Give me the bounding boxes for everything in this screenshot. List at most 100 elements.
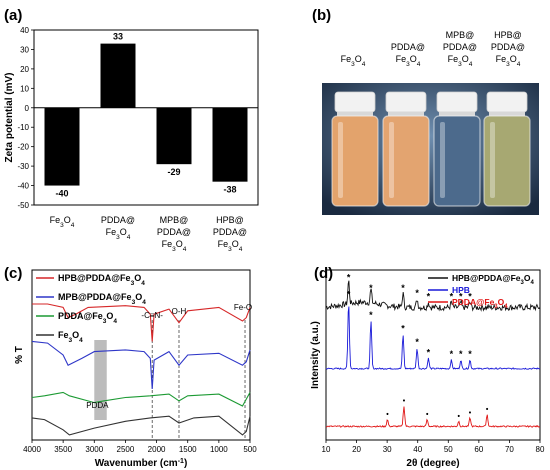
vial-cap <box>334 91 376 113</box>
peak-marker: * <box>347 273 351 283</box>
vial-body <box>433 115 481 207</box>
bar-data-label: 33 <box>113 32 123 42</box>
plot-frame <box>33 29 259 206</box>
x-tick-label: 50 <box>444 445 453 454</box>
vial-label: Fe3O4 <box>341 54 366 68</box>
zeta-potential-bar-chart: -50 -40 -30 -20 -10 0 10 20 30 40 Zeta potential (… <box>4 26 259 253</box>
peak-marker: * <box>450 291 454 301</box>
peak-marker: * <box>427 347 431 357</box>
x-tick-label: 1500 <box>179 445 197 454</box>
category-label: PDDA@ <box>213 227 247 237</box>
peak-annotation: O-H <box>172 307 187 316</box>
peak-marker: • <box>486 407 489 414</box>
x-axis-title: 2θ (degree) <box>406 458 459 469</box>
vial-label: PDDA@ <box>391 42 425 52</box>
bar <box>212 107 248 182</box>
y-tick-label: 40 <box>20 26 29 35</box>
bar <box>156 107 192 165</box>
x-tick-label: 4000 <box>23 445 41 454</box>
legend-label: PDDA@Fe3O4 <box>58 311 117 325</box>
vial-cap <box>436 91 478 113</box>
vial-neck <box>337 112 373 117</box>
ftir-series-line <box>32 303 251 342</box>
y-tick-label: -40 <box>17 182 29 191</box>
y-axis-title: % T <box>14 346 25 364</box>
x-axis-title: Wavenumber (cm-1) <box>95 458 188 470</box>
vial-neck <box>388 112 424 117</box>
x-tick-label: 2000 <box>148 445 166 454</box>
x-tick-label: 40 <box>413 445 422 454</box>
y-tick-label: -10 <box>17 123 29 132</box>
pdda-band-shading <box>94 340 107 420</box>
x-tick-label: 60 <box>474 445 483 454</box>
ftir-series-line <box>31 415 251 436</box>
y-tick-label: 20 <box>20 65 29 74</box>
peak-marker: * <box>415 288 419 298</box>
bar-data-label: -29 <box>167 167 180 177</box>
vial-label: PDDA@ <box>491 42 525 52</box>
vial-cap <box>486 91 528 113</box>
peak-marker: • <box>469 410 472 417</box>
peak-marker: • <box>457 413 460 420</box>
category-label: Fe3O4 <box>162 239 187 253</box>
x-tick-label: 3000 <box>85 445 103 454</box>
peak-marker: * <box>468 349 472 359</box>
peak-marker: * <box>401 324 405 334</box>
legend-label: HPB@PDDA@Fe3O4 <box>452 273 535 286</box>
vial-label: Fe3O4 <box>396 54 421 68</box>
vial-cap <box>385 91 427 113</box>
bar-data-label: -38 <box>223 185 236 195</box>
x-tick-label: 10 <box>322 445 331 454</box>
category-label: MPB@ <box>160 215 189 225</box>
panel-label-d: (d) <box>314 265 333 282</box>
ftir-spectra-chart: -C≡N- O-H Fe-O PDDA HPB@PDDA@Fe3O4 MPB@PDDA@F… <box>14 269 257 470</box>
peak-marker: * <box>427 291 431 301</box>
vial-body <box>483 115 531 207</box>
x-tick-label: 3500 <box>54 445 72 454</box>
y-tick-label: 10 <box>20 84 29 93</box>
peak-marker: • <box>386 412 389 419</box>
plot-frame <box>31 269 251 441</box>
x-tick-label: 500 <box>243 445 257 454</box>
peak-marker: * <box>369 283 373 293</box>
peak-marker: * <box>369 310 373 320</box>
panel-label-c: (c) <box>4 265 22 282</box>
x-tick-label: 80 <box>536 445 545 454</box>
vial-label: MPB@ <box>446 30 475 40</box>
peak-marker: • <box>403 398 406 405</box>
vial-highlight <box>440 122 445 198</box>
y-tick-label: -20 <box>17 143 29 152</box>
category-label: Fe3O4 <box>218 239 243 253</box>
x-tick-label: 30 <box>383 445 392 454</box>
ftir-series-line <box>31 340 251 390</box>
category-label: PDDA@ <box>101 215 135 225</box>
legend-label: HPB <box>452 285 470 295</box>
x-tick-label: 1000 <box>210 445 228 454</box>
peak-annotation: -C≡N- <box>141 311 163 320</box>
peak-marker: • <box>426 412 429 419</box>
y-tick-label: 30 <box>20 45 29 54</box>
peak-annotation: Fe-O <box>234 303 252 312</box>
vial-neck <box>489 112 525 117</box>
xrd-series-line <box>325 280 541 312</box>
vial-highlight <box>338 122 343 198</box>
vial-highlight <box>389 122 394 198</box>
peak-marker: * <box>401 283 405 293</box>
vial-label: HPB@ <box>494 30 522 40</box>
x-tick-label: 2500 <box>117 445 135 454</box>
peak-marker: * <box>459 349 463 359</box>
legend-label: PDDA@Fe3O4 <box>452 297 508 310</box>
y-tick-label: -50 <box>17 201 29 210</box>
panel-label-a: (a) <box>4 7 22 24</box>
y-tick-label: 0 <box>25 104 30 113</box>
vial-label: Fe3O4 <box>496 54 521 68</box>
vial-body <box>382 115 430 207</box>
y-tick-label: -30 <box>17 162 29 171</box>
plot-frame <box>325 269 541 441</box>
category-label: Fe3O4 <box>50 215 75 229</box>
vial-highlight <box>490 122 495 198</box>
legend-label: Fe3O4 <box>58 330 83 344</box>
vials-photo: Fe3O4 PDDA@ Fe3O4 MPB@ PDDA@ Fe3O4 HPB@ PDDA@ Fe… <box>322 30 539 215</box>
